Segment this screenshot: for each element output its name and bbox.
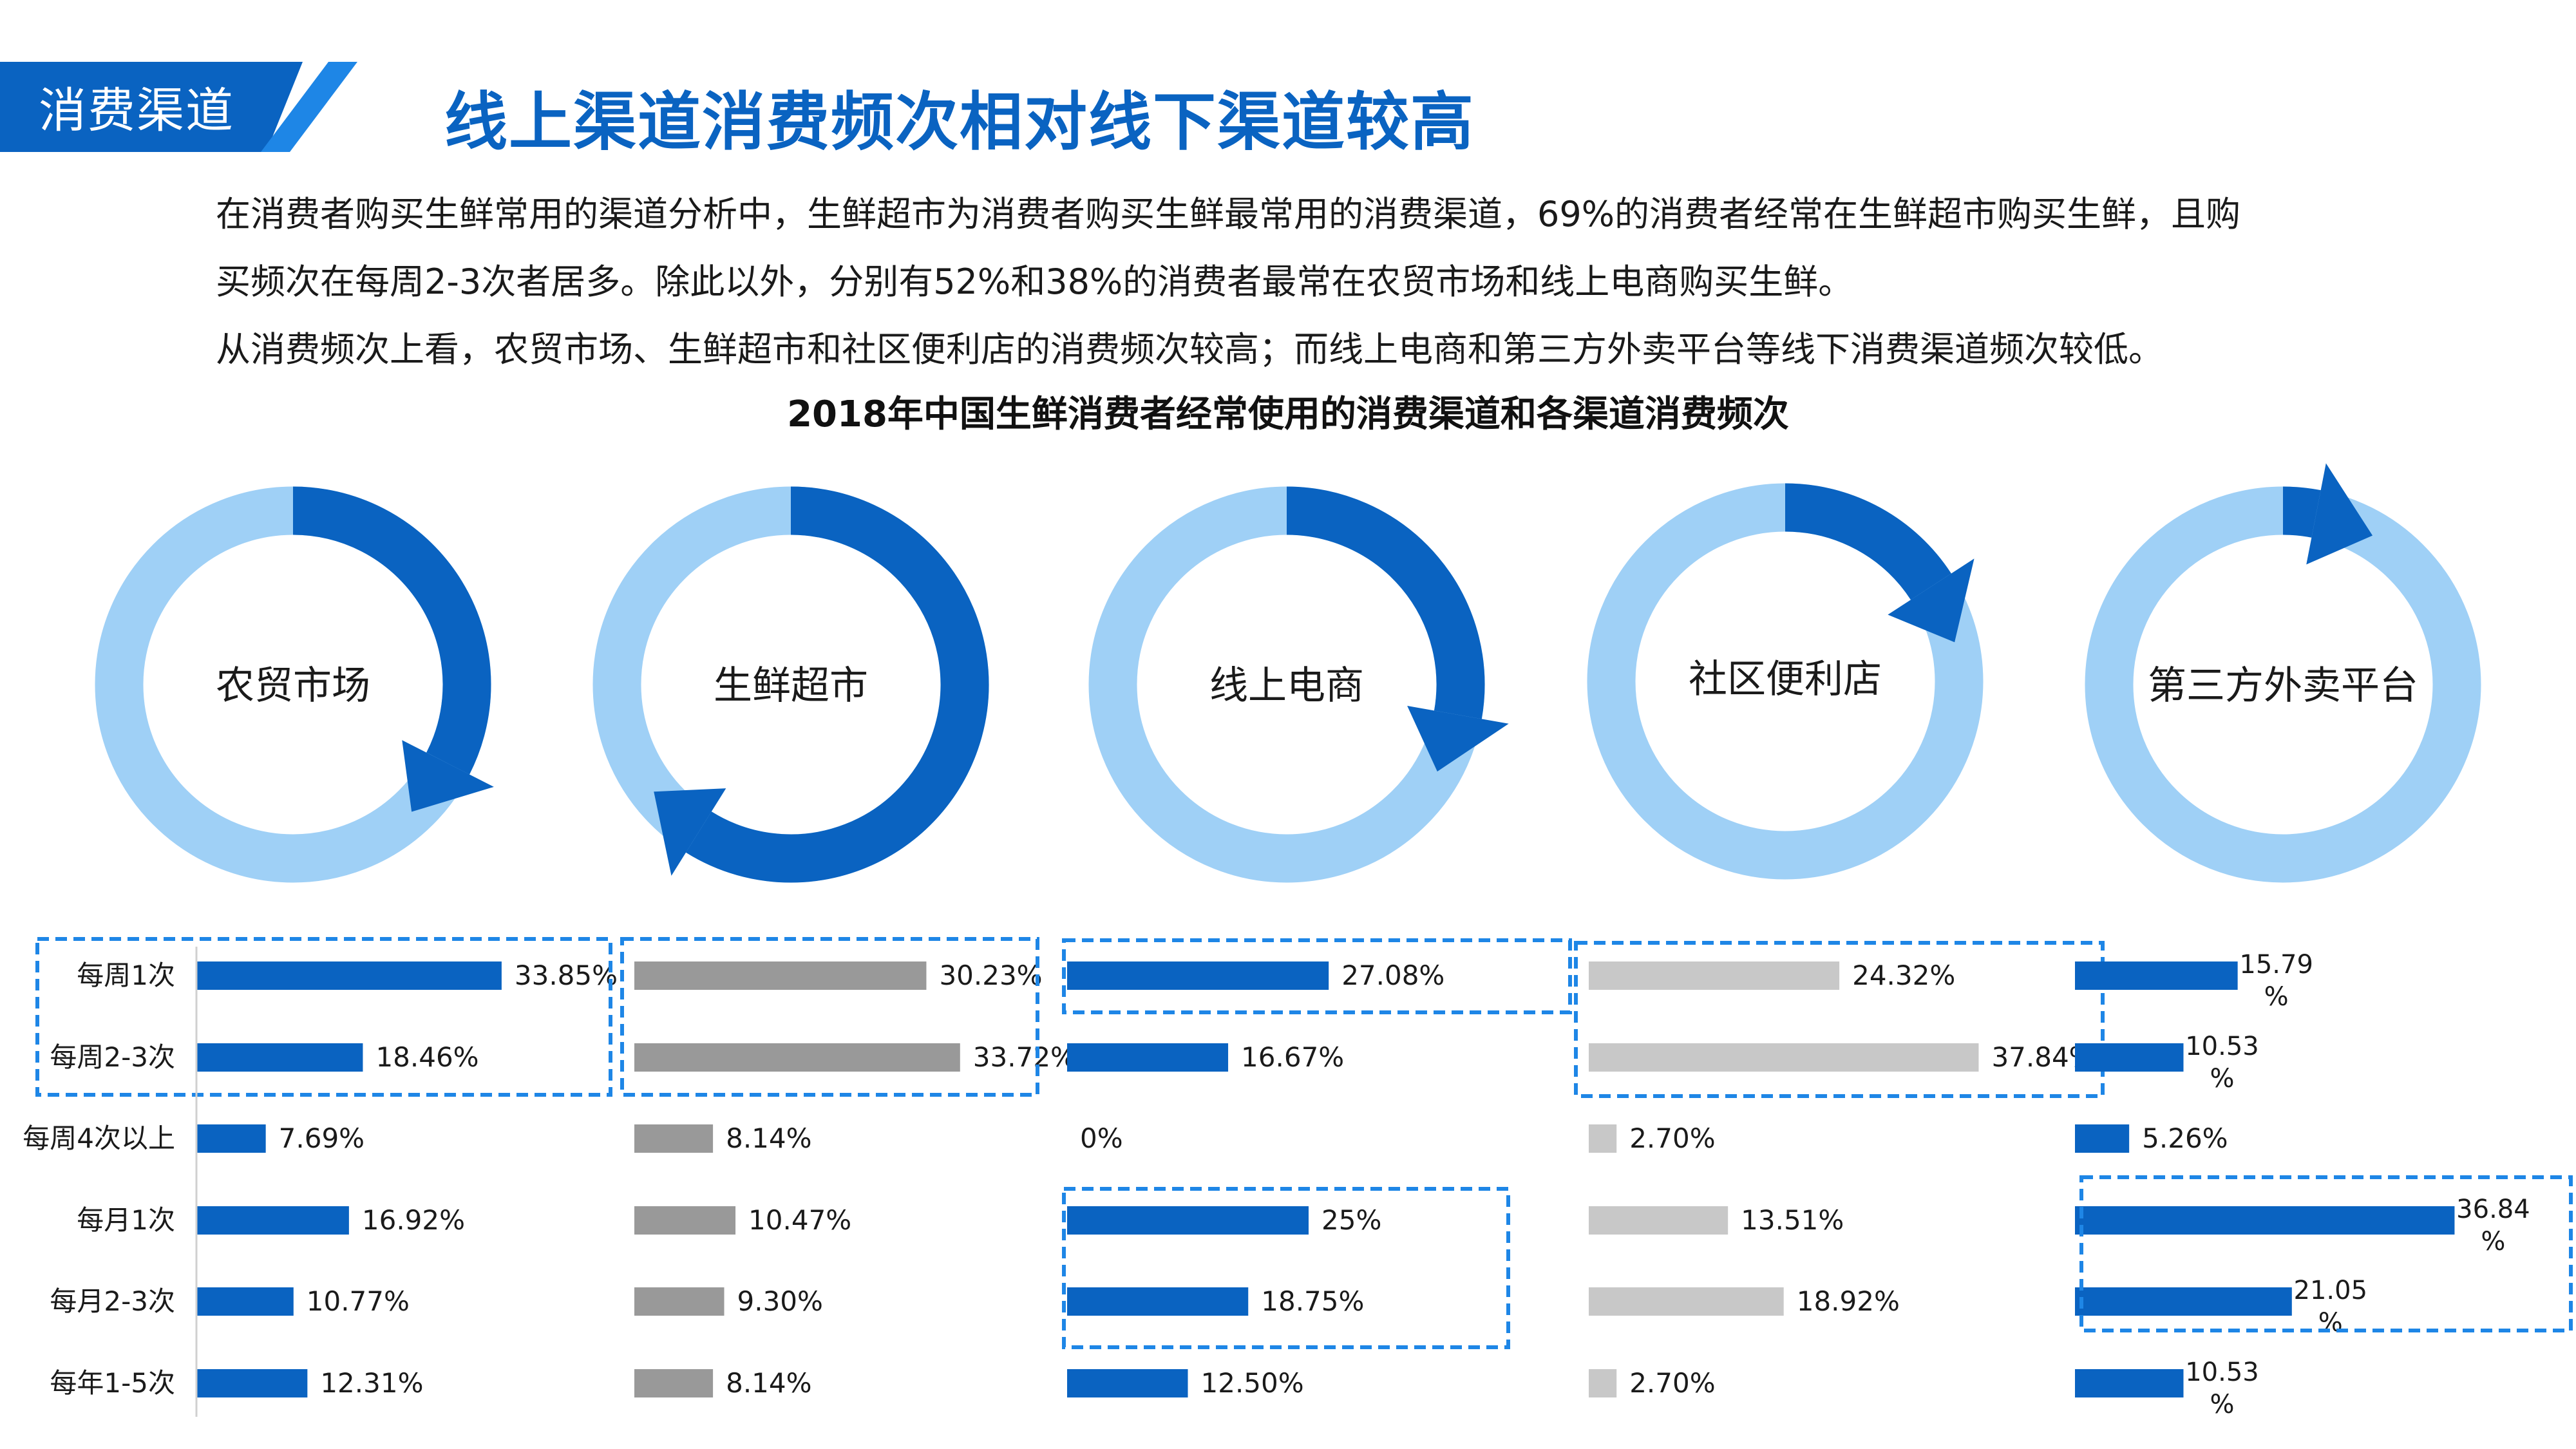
description-line-3: 从消费频次上看，农贸市场、生鲜超市和社区便利店的消费频次较高；而线上电商和第三方… [216, 329, 2163, 370]
bar-2-1 [634, 961, 927, 990]
bar-1-5 [196, 1287, 294, 1316]
data-label-5-5: 21.05 [2294, 1276, 2368, 1305]
data-label-unit-5-4: % [2481, 1227, 2505, 1256]
category-label-4: 每月1次 [77, 1204, 175, 1236]
highlight-box-5 [2079, 1175, 2573, 1332]
bar-1-1 [196, 961, 502, 990]
bar-3-5 [1067, 1287, 1249, 1316]
category-label-6: 每年1-5次 [50, 1367, 175, 1399]
section-tag: 消费渠道 [39, 83, 234, 138]
bar-3-4 [1067, 1206, 1309, 1235]
data-label-3-1: 27.08% [1341, 960, 1444, 991]
bar-3-2 [1067, 1043, 1229, 1072]
data-label-5-1: 15.79 [2239, 950, 2313, 980]
bar-5-3 [2075, 1124, 2130, 1153]
ring-arrowhead-2 [654, 788, 726, 876]
data-label-5-2: 10.53 [2185, 1032, 2259, 1061]
data-label-unit-5-5: % [2318, 1308, 2343, 1338]
chart-title: 2018年中国生鲜消费者经常使用的消费渠道和各渠道消费频次 [787, 393, 1789, 435]
bar-1-2 [196, 1043, 363, 1072]
bar-5-5 [2075, 1287, 2292, 1316]
highlight-box-1 [35, 937, 612, 1097]
bar-4-4 [1589, 1206, 1728, 1235]
data-label-3-2: 16.67% [1241, 1041, 1344, 1073]
ring-arc-4 [1785, 483, 1951, 600]
category-label-1: 每周1次 [77, 960, 175, 991]
channel-label-5: 第三方外卖平台 [2148, 663, 2418, 708]
data-label-1-6: 12.31% [320, 1367, 423, 1399]
bar-1-3 [196, 1124, 266, 1153]
bar-3-6 [1067, 1369, 1188, 1397]
ring-arrowhead-1 [402, 740, 494, 812]
data-label-3-6: 12.50% [1201, 1367, 1304, 1399]
bar-5-4 [2075, 1206, 2455, 1235]
data-label-2-3: 8.14% [726, 1122, 811, 1154]
bar-3-1 [1067, 961, 1329, 990]
category-label-2: 每周2-3次 [50, 1041, 175, 1073]
data-label-4-3: 2.70% [1629, 1122, 1715, 1154]
bar-5-6 [2075, 1369, 2184, 1397]
data-label-3-5: 18.75% [1261, 1285, 1364, 1317]
description-line-1: 在消费者购买生鲜常用的渠道分析中，生鲜超市为消费者购买生鲜最常用的消费渠道，69… [216, 194, 2241, 234]
data-label-4-6: 2.70% [1629, 1367, 1715, 1399]
bar-2-6 [634, 1369, 714, 1397]
channel-label-3: 线上电商 [1209, 663, 1364, 708]
data-label-1-4: 16.92% [362, 1204, 465, 1236]
ring-arc-2 [686, 486, 989, 883]
bar-4-1 [1589, 961, 1840, 990]
data-label-5-3: 5.26% [2142, 1122, 2228, 1154]
channel-label-1: 农贸市场 [216, 663, 370, 708]
data-label-1-1: 33.85% [515, 960, 618, 991]
data-label-2-6: 8.14% [726, 1367, 811, 1399]
bar-2-4 [634, 1206, 736, 1235]
ring-arrowhead-3 [1407, 705, 1509, 772]
data-label-unit-5-1: % [2264, 982, 2289, 1012]
bar-2-2 [634, 1043, 960, 1072]
highlight-box-3 [1062, 938, 1572, 1014]
data-label-2-2: 33.72% [973, 1041, 1076, 1073]
data-label-3-3: 0% [1080, 1122, 1123, 1154]
data-label-unit-5-6: % [2210, 1390, 2234, 1419]
data-label-4-1: 24.32% [1852, 960, 1955, 991]
highlight-box-2 [620, 937, 1039, 1097]
highlight-box-4 [1574, 941, 2105, 1098]
ring-arrowhead-4 [1888, 558, 1975, 643]
category-label-5: 每月2-3次 [50, 1285, 175, 1317]
bar-5-1 [2075, 961, 2238, 990]
data-label-2-4: 10.47% [748, 1204, 851, 1236]
bar-4-3 [1589, 1124, 1617, 1153]
data-label-5-4: 36.84 [2456, 1195, 2530, 1224]
category-label-3: 每周4次以上 [23, 1122, 175, 1154]
ring-arc-3 [1286, 486, 1485, 719]
bar-5-2 [2075, 1043, 2184, 1072]
data-label-1-5: 10.77% [307, 1285, 410, 1317]
ring-arrowhead-5 [2306, 463, 2373, 565]
data-label-2-5: 9.30% [737, 1285, 823, 1317]
ring-arc-5 [2282, 486, 2321, 538]
data-label-unit-5-2: % [2210, 1064, 2234, 1094]
highlight-box-3-b [1062, 1187, 1510, 1349]
description-line-2: 买频次在每周2-3次者居多。除此以外，分别有52%和38%的消费者最常在农贸市场… [216, 261, 1853, 302]
bar-1-6 [196, 1369, 308, 1397]
bar-2-5 [634, 1287, 724, 1316]
ring-arc-1 [292, 486, 491, 775]
data-label-1-2: 18.46% [375, 1041, 478, 1073]
data-label-2-1: 30.23% [939, 960, 1042, 991]
channel-label-4: 社区便利店 [1689, 657, 1882, 702]
bar-4-5 [1589, 1287, 1784, 1316]
bar-2-3 [634, 1124, 714, 1153]
data-label-3-4: 25% [1321, 1204, 1381, 1236]
section-tag-background [0, 62, 303, 152]
data-label-4-4: 13.51% [1741, 1204, 1844, 1236]
data-label-4-5: 18.92% [1797, 1285, 1900, 1317]
data-label-1-3: 7.69% [279, 1122, 365, 1154]
page-title: 线上渠道消费频次相对线下渠道较高 [444, 86, 1475, 159]
channel-label-2: 生鲜超市 [714, 663, 868, 708]
bar-4-6 [1589, 1369, 1617, 1397]
bar-1-4 [196, 1206, 349, 1235]
data-label-5-6: 10.53 [2185, 1358, 2259, 1387]
bar-4-2 [1589, 1043, 1979, 1072]
